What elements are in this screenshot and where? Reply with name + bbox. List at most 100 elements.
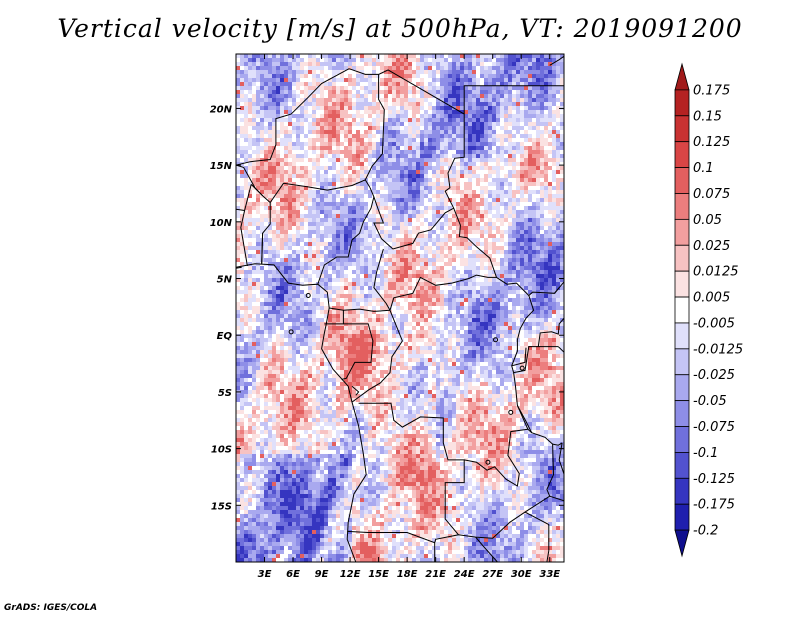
grads-credit: GrADS: IGES/COLA [4, 603, 98, 613]
lon-tick-label: 27E [482, 569, 503, 580]
border-line [236, 164, 263, 197]
colorbar-swatch [674, 115, 690, 143]
lat-tick-label: 20N [210, 104, 233, 115]
colorbar-label: 0.025 [693, 239, 730, 254]
border-line [347, 402, 465, 544]
colorbar-swatch [674, 348, 690, 376]
colorbar-label: -0.075 [693, 420, 735, 435]
colorbar-swatch [674, 193, 690, 220]
colorbar-label: 0.05 [693, 213, 722, 228]
lon-tick-label: 21E [425, 569, 446, 580]
border-line [317, 196, 375, 285]
colorbar-swatch [674, 426, 690, 453]
colorbar-swatch [674, 244, 690, 272]
colorbar-label: -0.005 [693, 316, 735, 331]
border-line [552, 442, 563, 446]
lake-outline [493, 337, 499, 343]
latitude-axis: 20N 15N 10N 5N EQ 5S 10S 15S [210, 104, 564, 512]
border-line [464, 428, 528, 487]
colorbar-swatch [674, 529, 690, 558]
border-line [348, 68, 379, 75]
border-line [463, 85, 564, 115]
colorbar-label: -0.125 [693, 472, 735, 487]
border-line [240, 184, 252, 267]
velocity-field [236, 54, 564, 562]
colorbar-swatch [674, 374, 690, 402]
lon-tick-label: 9E [315, 569, 329, 580]
border-line [236, 208, 245, 211]
lat-tick-label: EQ [217, 331, 233, 342]
colorbar-label: 0.15 [693, 109, 722, 124]
colorbar-label: -0.025 [693, 368, 735, 383]
lon-tick-label: 12E [340, 569, 361, 580]
border-line [351, 385, 360, 396]
border-line [236, 68, 350, 166]
border-line [511, 295, 535, 430]
lon-tick-label: 30E [511, 569, 532, 580]
lat-tick-label: 10N [210, 218, 233, 229]
colorbar-swatch [674, 218, 690, 246]
lat-tick-label: 5S [218, 388, 232, 399]
border-line [373, 248, 497, 312]
border-line [557, 346, 564, 353]
border-line [369, 187, 454, 250]
border-line [261, 233, 264, 264]
longitude-axis: 3E 6E 9E 12E 15E 18E 21E 24E 27E 30E 33E [258, 54, 560, 580]
colorbar-swatch [674, 400, 690, 427]
border-line [549, 55, 564, 66]
colorbar-label: -0.05 [693, 394, 727, 409]
map-title: Vertical velocity [m/s] at 500hPa, VT: 2… [57, 14, 743, 43]
lat-tick-label: 15S [211, 501, 232, 512]
colorbar-label: -0.2 [693, 524, 718, 539]
border-line [524, 511, 550, 562]
border-line [341, 323, 374, 380]
colorbar-label: 0.1 [693, 161, 714, 176]
border-line [537, 317, 564, 347]
colorbar-swatch [674, 89, 690, 117]
border-line [236, 263, 367, 562]
colorbar-label: 0.005 [693, 291, 730, 306]
colorbar: 0.175 0.15 0.125 0.1 0.075 0.05 0.025 0.0125 0.0… [674, 62, 743, 558]
colorbar-swatch [674, 167, 690, 194]
border-line [554, 287, 560, 294]
colorbar-label: 0.075 [693, 187, 730, 202]
border-line [475, 536, 498, 562]
border-line [364, 74, 385, 181]
lon-tick-label: 24E [454, 569, 475, 580]
lake-outline [519, 365, 525, 371]
lat-tick-label: 10S [211, 445, 232, 456]
lake-outline [305, 293, 311, 299]
colorbar-swatch [674, 62, 690, 91]
border-line [516, 405, 533, 433]
colorbar-swatch [674, 503, 690, 531]
border-line [378, 69, 564, 297]
border-line [549, 495, 564, 502]
colorbar-label: 0.0125 [693, 265, 739, 280]
lon-tick-label: 6E [286, 569, 300, 580]
country-borders [236, 55, 564, 562]
lon-tick-label: 3E [258, 569, 272, 580]
lat-tick-label: 15N [210, 161, 233, 172]
lon-tick-label: 33E [539, 569, 560, 580]
border-line [458, 428, 555, 539]
lake-outline [485, 459, 491, 465]
colorbar-swatch [674, 322, 690, 350]
colorbar-swatch [674, 296, 690, 324]
colorbar-label: -0.1 [693, 446, 718, 461]
lake-outline [288, 329, 294, 335]
lon-tick-label: 15E [368, 569, 389, 580]
colorbar-swatch [674, 270, 690, 298]
border-line [558, 442, 564, 500]
border-line [511, 347, 527, 367]
plot-frame [235, 53, 565, 563]
colorbar-label: 0.175 [693, 83, 730, 98]
colorbar-label: 0.125 [693, 135, 730, 150]
colorbar-swatch [674, 141, 690, 168]
border-line [351, 310, 403, 403]
lat-tick-label: 5N [217, 275, 233, 286]
border-line [513, 346, 559, 374]
border-line [236, 266, 242, 269]
colorbar-label: -0.0125 [693, 342, 743, 357]
colorbar-swatch [674, 477, 690, 505]
